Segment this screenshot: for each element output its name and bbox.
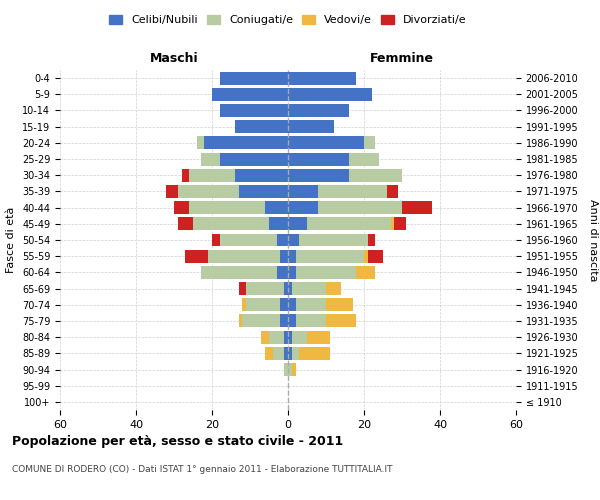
Bar: [292, 330, 307, 344]
Y-axis label: Anni di nascita: Anni di nascita: [588, 198, 598, 281]
Bar: [280, 298, 288, 311]
Bar: [200, 152, 220, 166]
Bar: [319, 201, 402, 214]
Bar: [208, 250, 280, 262]
Bar: [296, 266, 356, 279]
Bar: [284, 330, 288, 344]
Bar: [212, 234, 220, 246]
Bar: [296, 298, 326, 311]
Bar: [394, 218, 406, 230]
Bar: [174, 201, 189, 214]
Bar: [402, 201, 433, 214]
Bar: [269, 218, 288, 230]
Text: Maschi: Maschi: [149, 52, 199, 65]
Y-axis label: Fasce di età: Fasce di età: [7, 207, 16, 273]
Bar: [284, 282, 288, 295]
Bar: [288, 201, 319, 214]
Bar: [288, 218, 307, 230]
Bar: [288, 136, 364, 149]
Bar: [280, 250, 288, 262]
Bar: [265, 201, 288, 214]
Bar: [193, 218, 269, 230]
Bar: [387, 185, 398, 198]
Bar: [212, 88, 288, 101]
Bar: [299, 234, 368, 246]
Bar: [288, 120, 334, 133]
Bar: [220, 72, 288, 85]
Bar: [265, 347, 273, 360]
Bar: [246, 282, 284, 295]
Bar: [185, 250, 208, 262]
Bar: [182, 169, 189, 181]
Bar: [288, 314, 296, 328]
Bar: [296, 314, 326, 328]
Bar: [307, 330, 330, 344]
Text: Femmine: Femmine: [370, 52, 434, 65]
Bar: [220, 234, 277, 246]
Bar: [189, 201, 265, 214]
Legend: Celibi/Nubili, Coniugati/e, Vedovi/e, Divorziati/e: Celibi/Nubili, Coniugati/e, Vedovi/e, Di…: [105, 10, 471, 30]
Bar: [189, 169, 235, 181]
Bar: [326, 282, 341, 295]
Bar: [235, 169, 288, 181]
Bar: [368, 250, 383, 262]
Bar: [288, 298, 296, 311]
Bar: [239, 185, 288, 198]
Bar: [288, 282, 292, 295]
Bar: [284, 347, 288, 360]
Bar: [246, 298, 280, 311]
Bar: [288, 250, 296, 262]
Bar: [307, 218, 391, 230]
Bar: [280, 314, 288, 328]
Bar: [284, 363, 288, 376]
Bar: [273, 347, 284, 360]
Bar: [262, 330, 269, 344]
Bar: [269, 330, 284, 344]
Bar: [368, 234, 376, 246]
Bar: [296, 250, 364, 262]
Bar: [364, 250, 368, 262]
Bar: [292, 363, 296, 376]
Bar: [239, 314, 242, 328]
Bar: [235, 120, 288, 133]
Bar: [178, 218, 193, 230]
Bar: [288, 169, 349, 181]
Bar: [178, 185, 239, 198]
Bar: [292, 347, 299, 360]
Bar: [288, 363, 292, 376]
Bar: [220, 104, 288, 117]
Bar: [288, 234, 299, 246]
Bar: [288, 347, 292, 360]
Bar: [242, 314, 280, 328]
Bar: [391, 218, 394, 230]
Bar: [292, 282, 326, 295]
Bar: [364, 136, 376, 149]
Text: COMUNE DI RODERO (CO) - Dati ISTAT 1° gennaio 2011 - Elaborazione TUTTITALIA.IT: COMUNE DI RODERO (CO) - Dati ISTAT 1° ge…: [12, 465, 392, 474]
Bar: [288, 152, 349, 166]
Bar: [288, 266, 296, 279]
Bar: [205, 136, 288, 149]
Bar: [349, 152, 379, 166]
Bar: [277, 266, 288, 279]
Bar: [277, 234, 288, 246]
Bar: [288, 72, 356, 85]
Bar: [197, 136, 205, 149]
Bar: [326, 314, 356, 328]
Bar: [288, 88, 371, 101]
Bar: [349, 169, 402, 181]
Bar: [288, 330, 292, 344]
Bar: [220, 152, 288, 166]
Bar: [242, 298, 246, 311]
Bar: [326, 298, 353, 311]
Bar: [288, 104, 349, 117]
Bar: [319, 185, 387, 198]
Bar: [299, 347, 330, 360]
Bar: [239, 282, 246, 295]
Bar: [288, 185, 319, 198]
Bar: [200, 266, 277, 279]
Bar: [166, 185, 178, 198]
Bar: [356, 266, 376, 279]
Text: Popolazione per età, sesso e stato civile - 2011: Popolazione per età, sesso e stato civil…: [12, 435, 343, 448]
